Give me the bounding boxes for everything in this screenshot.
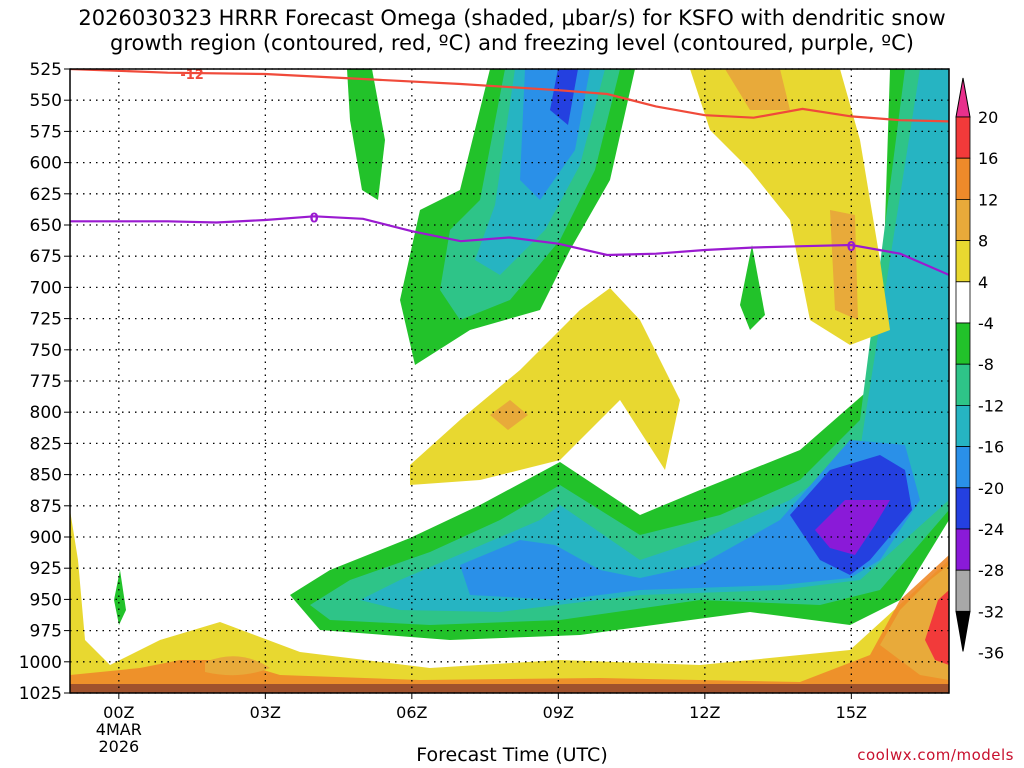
y-tick-label: 900 [30,528,62,548]
colorbar-swatch [955,157,971,200]
contour-label: 0 [847,240,856,255]
y-tick-label: 625 [30,185,62,205]
colorbar-tick-label: 4 [978,273,988,292]
colorbar-swatch [955,569,971,612]
chart-title: 2026030323 HRRR Forecast Omega (shaded, … [0,6,1024,56]
x-tick-label: 03Z [250,703,281,722]
y-tick-label: 800 [30,403,62,423]
colorbar-swatch [955,322,971,365]
y-tick-label: 925 [30,559,62,579]
y-tick-label: 675 [30,247,62,267]
x-tick-label: 00Z [103,703,134,722]
colorbar-swatch [955,116,971,159]
colorbar-tick-label: 8 [978,232,988,251]
colorbar-swatch [955,240,971,283]
ground [70,684,949,693]
omega-region-teal [310,69,949,625]
contour-label: -12 [180,68,204,83]
colorbar-swatch [955,446,971,489]
colorbar-tick-label: -12 [978,396,1004,415]
colorbar-top-arrow [955,77,971,118]
omega-region-upper-blue [520,69,590,200]
y-tick-label: 650 [30,216,62,236]
y-tick-label: 525 [30,60,62,80]
chart-title-line1: 2026030323 HRRR Forecast Omega (shaded, … [78,6,946,30]
colorbar-tick-label: 12 [978,190,998,209]
colorbar-tick-label: -20 [978,479,1004,498]
omega-region-upper-orange2 [830,210,858,320]
omega-region-upper-orange [725,69,790,110]
omega-shading [70,69,949,693]
contour-freezing [70,215,949,276]
y-tick-label: 725 [30,310,62,330]
contour-dendritic [70,69,949,123]
colorbar-tick-label: -36 [978,644,1004,663]
chart-title-line2: growth region (contoured, red, ºC) and f… [110,31,914,55]
colorbar-tick-label: -8 [978,355,994,374]
colorbar-tick-label: -4 [978,314,994,333]
omega-region-orange-blob [205,656,270,676]
y-tick-label: 775 [30,372,62,392]
x-date-label: 4MAR [96,720,142,739]
x-axis-label: Forecast Time (UTC) [416,744,608,766]
y-tick-label: 850 [30,466,62,486]
x-tick-label: 06Z [396,703,427,722]
x-tick-label: 15Z [836,703,867,722]
x-date-label: 2026 [98,737,139,756]
contours: -12 0 0 [70,68,949,276]
colorbar-tick-label: -32 [978,602,1004,621]
colorbar-swatch [955,404,971,447]
omega-region-upper-dark-blue [550,69,578,125]
colorbar-tick-label: 20 [978,108,998,127]
omega-region-right-red [925,590,949,665]
y-tick-label: 575 [30,122,62,142]
omega-region-low-orange [70,555,949,693]
omega-region-mid-orange [490,400,528,430]
omega-region-green-strip-3 [114,570,126,625]
y-tick-label: 600 [30,154,62,174]
colorbar-swatch [955,528,971,571]
y-tick-label: 1000 [19,653,62,673]
colorbar-tick-label: -28 [978,561,1004,580]
credit-link[interactable]: coolwx.com/models [857,746,1014,764]
grid [70,68,949,694]
contour-label: 0 [310,212,319,227]
y-tick-label: 1025 [19,684,62,704]
y-axis: 525 550 575 600 625 650 675 700 725 750 775 800 825 8… [19,60,70,704]
y-tick-label: 875 [30,497,62,517]
colorbar-tick-label: -24 [978,520,1004,539]
colorbar: 20 16 12 8 4 -4 -8 -12 -16 -20 -24 -28 -32 -36 [955,77,1004,663]
y-tick-label: 825 [30,434,62,454]
omega-region-purple [815,500,890,555]
colorbar-swatch [955,198,971,241]
y-tick-label: 750 [30,341,62,361]
y-tick-label: 550 [30,91,62,111]
colorbar-swatch [955,363,971,406]
y-tick-label: 950 [30,590,62,610]
colorbar-swatch [955,487,971,530]
x-tick-label: 09Z [543,703,574,722]
y-tick-label: 700 [30,278,62,298]
colorbar-bottom-arrow [955,610,971,652]
omega-region-green-strip-1 [347,69,385,200]
x-tick-label: 12Z [689,703,720,722]
omega-region-blue [460,440,920,600]
colorbar-swatch [955,281,971,324]
y-tick-label: 975 [30,622,62,642]
omega-region-mid-yellow [410,288,680,485]
colorbar-tick-label: 16 [978,149,998,168]
colorbar-tick-label: -16 [978,438,1004,457]
